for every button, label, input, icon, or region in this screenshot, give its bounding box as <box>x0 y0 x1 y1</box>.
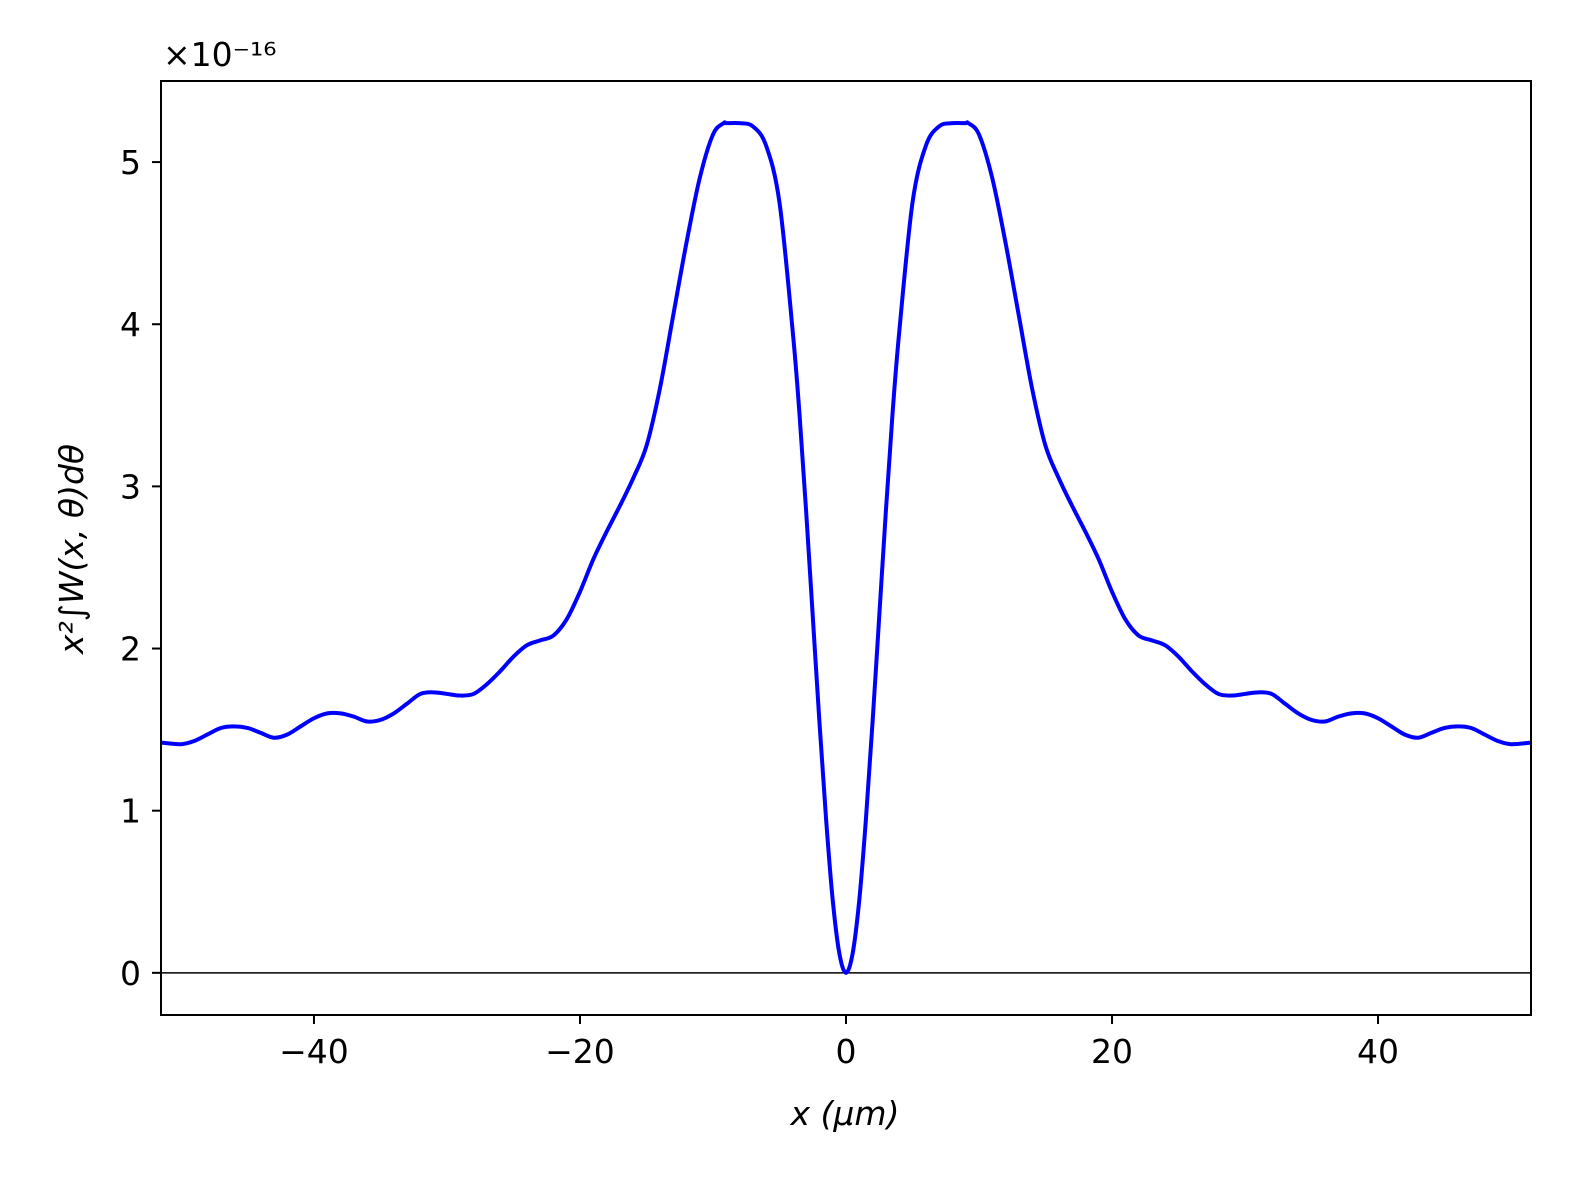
y-tick-label: 1 <box>120 792 141 831</box>
x-tick-label: −20 <box>545 1032 615 1071</box>
plot-area <box>161 120 1531 975</box>
y-tick-label: 0 <box>120 954 141 993</box>
plot-frame <box>160 80 1532 1016</box>
y-tick-label: 4 <box>120 305 141 344</box>
y-tick-label: 5 <box>120 143 141 182</box>
series-line-0 <box>161 120 1531 975</box>
y-axis-label: x²∫W(x, θ)dθ <box>52 444 91 655</box>
x-axis-label: x (μm) <box>790 1094 900 1133</box>
ticks: −40 −20 0 20 40 0 1 2 3 4 5 <box>120 143 1399 1071</box>
x-tick-label: −40 <box>279 1032 349 1071</box>
x-tick-label: 0 <box>836 1032 857 1071</box>
x-tick-label: 40 <box>1357 1032 1399 1071</box>
y-tick-label: 3 <box>120 467 141 506</box>
y-tick-label: 2 <box>120 630 141 669</box>
y-scale-label: ×10⁻¹⁶ <box>163 35 277 74</box>
x-tick-label: 20 <box>1091 1032 1133 1071</box>
